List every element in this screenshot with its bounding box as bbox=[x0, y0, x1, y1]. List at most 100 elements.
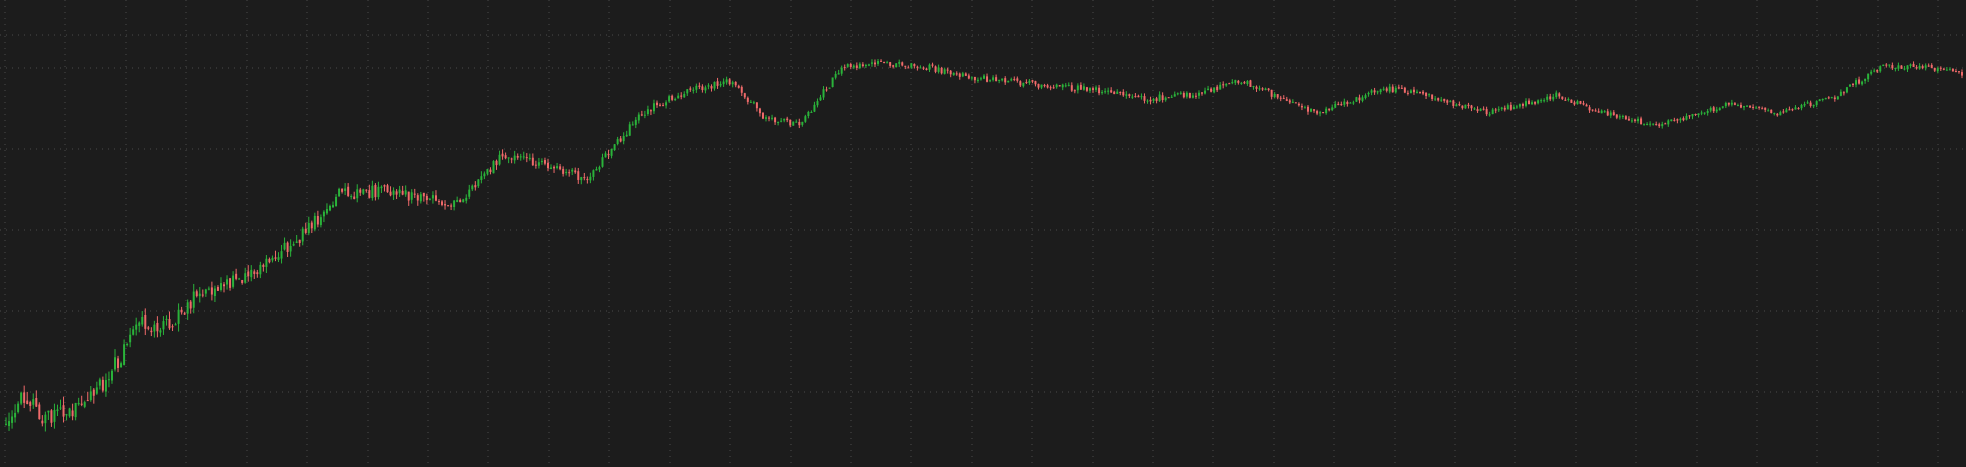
candle-body-up bbox=[219, 283, 222, 290]
candle-body-down bbox=[1037, 83, 1040, 88]
candle-body-up bbox=[1449, 101, 1452, 103]
candle-body-up bbox=[1906, 65, 1909, 70]
candle-body-up bbox=[858, 63, 861, 69]
candle-body-up bbox=[616, 139, 619, 144]
candle-body-up bbox=[1067, 84, 1070, 86]
candle-body-up bbox=[480, 176, 483, 180]
candle-body-down bbox=[883, 62, 886, 64]
candle-body-up bbox=[5, 423, 7, 425]
candle-body-up bbox=[652, 103, 655, 112]
candle-body-up bbox=[468, 189, 471, 197]
candle-body-up bbox=[643, 114, 646, 116]
candle-body-up bbox=[1718, 108, 1721, 111]
candle-body-up bbox=[350, 196, 353, 198]
candle-body-up bbox=[1325, 108, 1328, 114]
candle-body-down bbox=[1727, 102, 1730, 105]
candle-body-down bbox=[1961, 72, 1963, 76]
candle-body-down bbox=[1431, 94, 1434, 100]
candle-body-up bbox=[1512, 106, 1515, 110]
candle-body-down bbox=[416, 195, 419, 201]
candle-body-up bbox=[492, 161, 495, 174]
candle-body-down bbox=[1761, 108, 1764, 110]
candle-body-down bbox=[855, 65, 858, 68]
candle-body-down bbox=[1615, 114, 1618, 118]
candle-body-down bbox=[341, 188, 344, 192]
candle-body-down bbox=[359, 189, 362, 193]
candle-body-down bbox=[86, 400, 89, 402]
candle-body-down bbox=[1143, 96, 1146, 101]
candle-body-up bbox=[898, 62, 901, 64]
candle-body-up bbox=[289, 245, 292, 252]
candle-body-up bbox=[1464, 104, 1467, 109]
candle-body-up bbox=[852, 65, 855, 68]
candles bbox=[5, 59, 1963, 432]
candle-body-down bbox=[201, 294, 204, 296]
candle-body-up bbox=[565, 171, 568, 173]
candle-body-up bbox=[232, 275, 235, 287]
candle-body-down bbox=[1827, 97, 1830, 99]
candle-body-down bbox=[1052, 87, 1055, 89]
candle-body-down bbox=[755, 102, 758, 109]
candle-body-up bbox=[1709, 107, 1712, 111]
candle-body-down bbox=[574, 170, 577, 173]
candle-body-down bbox=[1528, 100, 1531, 105]
candle-body-down bbox=[229, 278, 232, 288]
candle-body-up bbox=[1310, 108, 1313, 112]
candle-body-down bbox=[1016, 78, 1019, 81]
candle-body-up bbox=[540, 160, 543, 163]
candle-body-up bbox=[89, 391, 92, 401]
candle-body-down bbox=[262, 264, 265, 267]
candle-body-up bbox=[1667, 120, 1670, 125]
candle-body-up bbox=[1455, 104, 1458, 107]
candle-body-up bbox=[1576, 101, 1579, 105]
candle-body-down bbox=[1237, 80, 1240, 83]
candle-body-down bbox=[649, 110, 652, 112]
candle-body-down bbox=[1092, 88, 1094, 90]
candle-body-down bbox=[1373, 90, 1376, 93]
candle-body-down bbox=[619, 138, 622, 142]
candle-body-up bbox=[1879, 66, 1882, 72]
candle-body-up bbox=[1331, 107, 1334, 111]
candle-body-down bbox=[1073, 90, 1076, 92]
candle-body-down bbox=[1833, 97, 1836, 100]
candle-body-up bbox=[910, 63, 913, 68]
candle-body-down bbox=[1049, 87, 1052, 89]
candle-body-down bbox=[183, 313, 186, 315]
candle-body-down bbox=[1791, 109, 1794, 111]
candle-body-down bbox=[1582, 103, 1585, 105]
candle-body-down bbox=[1939, 67, 1942, 69]
candle-body-up bbox=[1555, 92, 1558, 98]
candle-body-up bbox=[731, 82, 734, 85]
candle-body-down bbox=[1558, 93, 1561, 97]
candle-body-up bbox=[864, 65, 867, 67]
candle-body-down bbox=[1633, 119, 1636, 121]
candle-body-down bbox=[1658, 124, 1661, 127]
candle-body-up bbox=[1409, 90, 1412, 94]
candle-body-down bbox=[1013, 78, 1016, 80]
candle-body-up bbox=[1185, 92, 1188, 97]
candle-body-down bbox=[286, 242, 289, 252]
candle-body-down bbox=[534, 164, 537, 166]
candle-body-down bbox=[1452, 100, 1455, 106]
candle-body-up bbox=[1894, 67, 1897, 69]
candle-body-down bbox=[1285, 99, 1288, 101]
candle-body-up bbox=[1724, 103, 1727, 107]
candle-body-up bbox=[752, 102, 755, 104]
candle-body-down bbox=[235, 273, 238, 279]
candle-body-down bbox=[789, 119, 792, 126]
candle-body-up bbox=[1821, 99, 1824, 100]
candle-body-down bbox=[1591, 109, 1594, 111]
candle-body-down bbox=[680, 95, 683, 97]
candle-body-down bbox=[437, 201, 440, 203]
candle-body-down bbox=[1270, 89, 1273, 97]
candle-body-up bbox=[1388, 86, 1391, 92]
candle-body-down bbox=[1437, 98, 1440, 101]
candle-body-up bbox=[1010, 79, 1013, 81]
candle-body-down bbox=[1942, 68, 1945, 70]
candle-body-up bbox=[783, 118, 786, 121]
candle-body-up bbox=[362, 189, 365, 194]
candle-body-down bbox=[743, 93, 746, 98]
candle-body-down bbox=[689, 88, 692, 90]
candle-body-down bbox=[1561, 96, 1564, 99]
candle-body-up bbox=[1473, 108, 1476, 110]
